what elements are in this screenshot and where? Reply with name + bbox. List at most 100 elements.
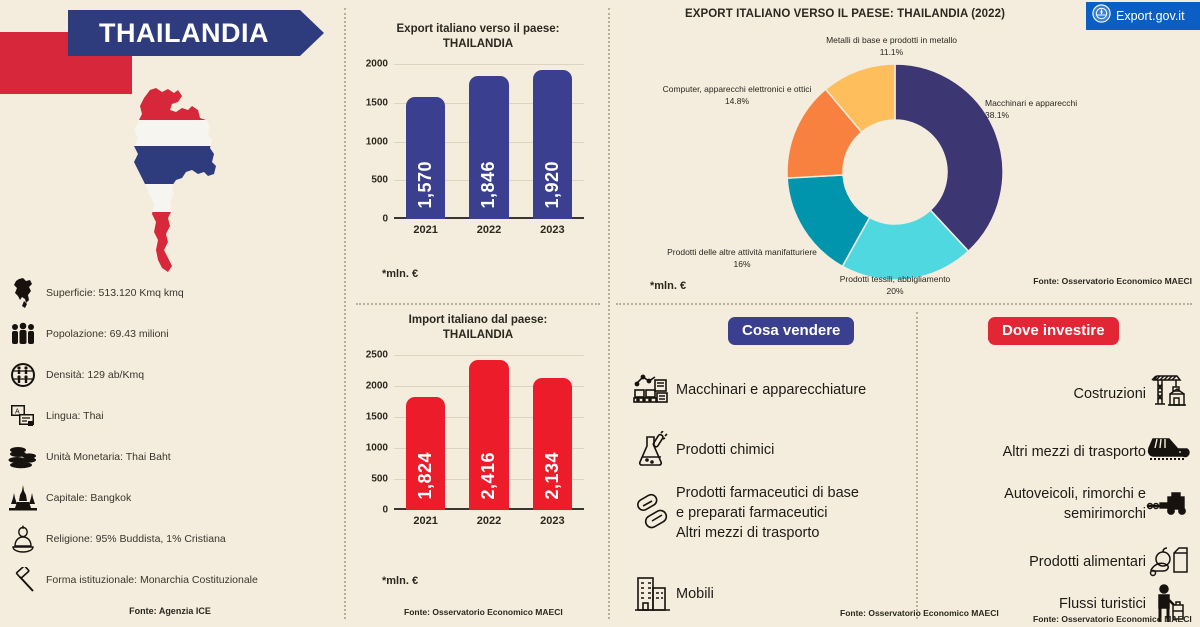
fact-row-popolazione: Popolazione: 69.43 milioni [4,313,334,354]
page-title: THAILANDIA [99,17,269,48]
invest-item-trasporto: Altri mezzi di trasporto [930,430,1192,474]
chemistry-flask-icon [630,428,676,472]
building-icon [630,572,676,616]
donut-label-computer: Computer, apparecchi elettronici e ottic… [662,84,812,106]
emblem-icon [1092,4,1111,28]
sell-item-label: Prodotti farmaceutici di base e preparat… [676,485,859,541]
invest-item-autoveicoli: Autoveicoli, rimorchi e semirimorchi [930,482,1192,526]
divider-horizontal-right [616,303,1192,305]
invest-item-turismo: Flussi turistici [930,582,1192,626]
dove-investire-badge[interactable]: Dove investire [988,317,1119,345]
fact-row-forma-istituzionale: Forma istituzionale: Monarchia Costituzi… [4,559,334,600]
sell-item-macchinari: Macchinari e apparecchiature [630,368,910,412]
donut-label-manifatturiere: Prodotti delle altre attività manifattur… [667,247,817,269]
banner-red-triangle [68,72,128,94]
export-breakdown-donut [786,63,1004,281]
sell-item-label: Macchinari e apparecchiature [676,382,867,398]
invest-item-label: Flussi turistici [1058,596,1146,612]
y-axis-tick: 2000 [365,58,388,70]
y-axis-tick: 1000 [365,442,388,454]
fact-row-densita: Densità: 129 ab/Kmq [4,354,334,395]
donut-unit-note: *mln. € [650,280,687,292]
bar-value-label: 1,824 [415,452,436,500]
fact-label: Forma istituzionale: Monarchia Costituzi… [46,573,258,586]
export-bar-chart: Export italiano verso il paese: THAILAND… [356,22,600,236]
import-unit-note: *mln. € [382,575,419,587]
invest-item-label: Costruzioni [1073,386,1146,402]
sidebar-source: Fonte: Agenzia ICE [129,606,211,616]
donut-label-tessili: Prodotti tessili, abbigliamento 20% [839,274,951,296]
fact-row-superficie: Superficie: 513.120 Kmq kmq [4,272,334,313]
bar: 2,416 [469,360,509,510]
fact-label: Unità Monetaria: Thai Baht [46,450,171,463]
food-icon [1146,540,1192,584]
fact-row-religione: Religione: 95% Buddista, 1% Cristiana [4,518,334,559]
y-axis-tick: 500 [371,473,388,485]
donut-label-metalli: Metalli di base e prodotti in metallo 11… [826,35,957,57]
invest-item-alimentari: Prodotti alimentari [930,540,1192,584]
svg-text:A: A [15,408,20,415]
donut-slice [841,209,970,281]
fact-label: Densità: 129 ab/Kmq [46,368,145,381]
invest-item-costruzioni: Costruzioni [930,372,1192,416]
y-axis-tick: 0 [382,213,388,225]
banner-blue-block: THAILANDIA [68,10,300,56]
gridline [394,64,584,65]
divider-horizontal-charts [356,303,600,305]
donut-chart-title: EXPORT ITALIANO VERSO IL PAESE: THAILAND… [684,8,1006,20]
fact-label: Capitale: Bangkok [46,491,132,504]
globe-density-icon [4,356,42,394]
country-facts-list: Superficie: 513.120 Kmq kmq Popolazione:… [4,272,334,600]
fact-label: Superficie: 513.120 Kmq kmq [46,286,184,299]
bar-value-label: 1,920 [541,161,562,209]
sell-source: Fonte: Osservatorio Economico MAECI [840,608,999,618]
x-axis-label: 2023 [540,224,565,236]
fact-row-capitale: Capitale: Bangkok [4,477,334,518]
x-axis-label: 2021 [413,515,438,527]
y-axis-tick: 500 [371,174,388,186]
fact-label: Popolazione: 69.43 milioni [46,327,169,340]
export-gov-logo[interactable]: Export.gov.it [1086,2,1200,30]
x-axis-label: 2023 [540,515,565,527]
invest-item-label: Altri mezzi di trasporto [1002,444,1146,460]
pills-icon [630,491,676,535]
gavel-icon [4,561,42,599]
bar: 2,134 [532,377,572,510]
fact-label: Lingua: Thai [46,409,104,422]
bar: 1,846 [469,75,509,219]
import-source: Fonte: Osservatorio Economico MAECI [404,607,563,617]
invest-source: Fonte: Osservatorio Economico MAECI [1033,614,1192,624]
y-axis-tick: 2500 [365,349,388,361]
bar-value-label: 2,416 [478,452,499,500]
y-axis-tick: 2000 [365,380,388,392]
sell-item-label: Prodotti chimici [676,442,775,458]
bar: 1,824 [406,396,446,510]
sell-item-label: Mobili [676,586,714,602]
x-axis-label: 2022 [476,224,502,236]
divider-vertical-2 [608,8,610,619]
export-unit-note: *mln. € [382,268,419,280]
cosa-vendere-badge[interactable]: Cosa vendere [728,317,855,345]
map-outline-icon [4,274,42,312]
y-axis-tick: 1500 [365,411,388,423]
y-axis-tick: 1500 [365,97,388,109]
machinery-icon [630,368,676,412]
sell-item-chimici: Prodotti chimici [630,428,910,472]
language-icon: A [4,397,42,435]
fact-row-valuta: Unità Monetaria: Thai Baht [4,436,334,477]
bar-value-label: 2,134 [541,452,562,500]
y-axis-tick: 1000 [365,136,388,147]
export-chart-title: Export italiano verso il paese: THAILAND… [396,23,560,50]
donut-label-macchinari: Macchinari e apparecchi 38.1% [985,98,1078,120]
gridline [394,355,584,356]
thailand-map-flag-icon [112,86,242,276]
divider-vertical-1 [344,8,346,619]
x-axis-label: 2022 [476,515,502,527]
banner-arrow-point [300,10,324,56]
import-bar-chart: Import italiano dal paese: THAILANDIA 0 5… [356,313,600,527]
tourist-icon [1146,582,1192,626]
truck-icon [1146,482,1192,526]
bar-value-label: 1,570 [415,161,436,209]
invest-item-label: Autoveicoli, rimorchi e semirimorchi [1004,486,1146,522]
